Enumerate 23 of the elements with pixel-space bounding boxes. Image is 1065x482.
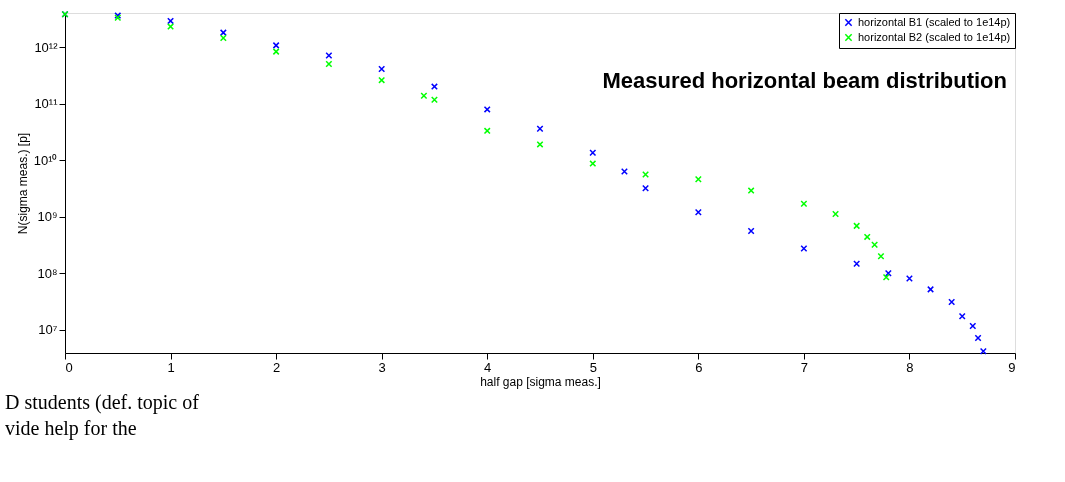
x-axis-title: half gap [sigma meas.] xyxy=(480,374,601,389)
text: vide help for the xyxy=(5,417,137,440)
x-tick-label: 1 xyxy=(167,359,175,375)
y-tick-label: 10⁹ xyxy=(37,209,58,225)
x-tick-label: 3 xyxy=(378,359,386,375)
x-tick-label: 6 xyxy=(695,359,703,375)
text: Measured horizontal beam distribution xyxy=(602,68,1007,93)
y-tick-label: 10¹⁰ xyxy=(33,152,58,168)
y-tick-label: 10⁸ xyxy=(37,265,58,281)
x-tick-label: 0 xyxy=(65,359,73,375)
y-tick-label: 10¹² xyxy=(34,39,59,55)
y-tick-label: 10¹¹ xyxy=(34,96,59,112)
x-tick-label: 2 xyxy=(272,359,281,375)
legend-label: horizontal B1 (scaled to 1e14p) xyxy=(858,15,1011,28)
x-tick-label: 9 xyxy=(1008,359,1016,375)
x-tick-label: 8 xyxy=(906,359,914,375)
y-axis-title: N(sigma meas.) [p] xyxy=(15,132,30,235)
x-tick-label: 7 xyxy=(800,359,809,375)
legend-label: horizontal B2 (scaled to 1e14p) xyxy=(858,30,1011,43)
text: D students (def. topic of xyxy=(5,391,200,414)
x-tick-label: 4 xyxy=(484,359,492,375)
x-tick-label: 5 xyxy=(589,359,597,375)
y-tick-label: 10⁷ xyxy=(38,322,58,338)
